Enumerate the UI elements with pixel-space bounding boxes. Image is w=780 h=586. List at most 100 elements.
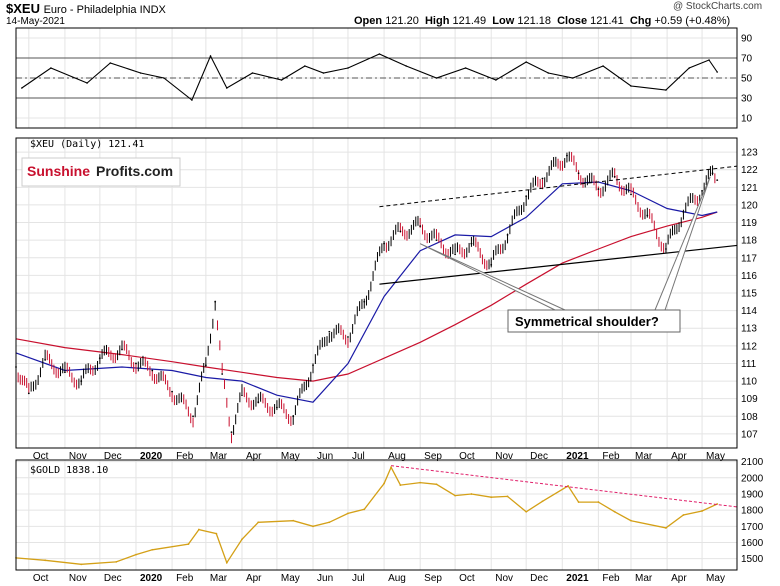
gold-point xyxy=(525,510,528,513)
gold-point xyxy=(597,501,600,503)
gold-point xyxy=(701,510,703,512)
price-point xyxy=(716,179,719,181)
panel-frame-main xyxy=(15,137,738,449)
main-x-tick-label: Jun xyxy=(317,451,333,462)
gold-y-tick-label: 1700 xyxy=(741,522,764,533)
price-point xyxy=(257,401,260,404)
indicator-point xyxy=(435,77,438,79)
main-x-tick-label: May xyxy=(281,451,300,462)
gold-x-tick-label: Dec xyxy=(104,573,122,584)
gold-point xyxy=(44,559,47,562)
gold-point xyxy=(490,496,493,499)
gold-x-tick-label: Feb xyxy=(602,573,620,584)
indicator-point xyxy=(322,72,325,74)
gold-point xyxy=(225,561,228,564)
gold-point xyxy=(115,561,118,563)
indicator-point xyxy=(630,85,632,87)
price-point xyxy=(435,239,438,242)
indicator-point xyxy=(163,77,165,79)
gold-point xyxy=(135,553,137,556)
gold-x-tick-label: Sep xyxy=(424,573,442,584)
main-y-tick-label: 121 xyxy=(741,183,758,194)
gold-line xyxy=(15,465,718,565)
lower-trendline xyxy=(379,244,738,285)
price-point xyxy=(646,214,649,217)
gold-y-tick-label: 2100 xyxy=(741,457,764,468)
main-y-tick-label: 107 xyxy=(741,429,758,440)
main-y-tick-label: 114 xyxy=(741,306,757,317)
price-point xyxy=(454,253,457,256)
gold-x-tick-label: Oct xyxy=(33,573,49,584)
price-point xyxy=(613,175,616,178)
price-point xyxy=(363,300,366,303)
main-x-tick-label: Apr xyxy=(246,451,262,462)
price-point xyxy=(682,211,685,213)
ticker-name: Euro - Philadelphia INDX xyxy=(43,4,166,16)
main-x-tick-label: May xyxy=(706,451,725,462)
price-point xyxy=(221,373,224,375)
gold-x-tick-label: Aug xyxy=(388,573,406,584)
indicator-point xyxy=(688,67,691,69)
gold-y-tick-label: 1600 xyxy=(741,538,764,549)
gold-x-tick-label: Feb xyxy=(176,573,194,584)
main-y-tick-label: 113 xyxy=(741,324,757,335)
main-x-tick-label: Nov xyxy=(495,451,513,462)
main-y-tick-label: 112 xyxy=(741,341,757,352)
indicator-point xyxy=(716,71,718,73)
gold-point xyxy=(215,532,218,535)
close-value: 121.41 xyxy=(590,15,624,27)
main-y-tick-label: 119 xyxy=(741,218,757,229)
indicator-y-tick-label: 50 xyxy=(741,74,753,85)
chg-value: +0.59 (+0.48%) xyxy=(654,15,731,27)
gold-x-tick-label: Jun xyxy=(317,573,333,584)
chg-label: Chg xyxy=(629,15,652,27)
gold-x-tick-label: Nov xyxy=(69,573,87,584)
gold-point xyxy=(541,500,544,503)
indicator-point xyxy=(602,65,604,67)
gold-x-tick-label: May xyxy=(281,573,300,584)
gold-x-tick-label: Mar xyxy=(210,573,228,584)
price-point xyxy=(328,330,331,333)
price-point xyxy=(597,188,600,190)
chart-date: 14-May-2021 xyxy=(6,16,65,27)
panel-frame-gold xyxy=(15,459,738,571)
indicator-point xyxy=(525,61,527,63)
indicator-y-tick-label: 90 xyxy=(741,34,753,45)
gold-point xyxy=(419,481,422,484)
gold-y-tick-label: 2000 xyxy=(741,473,764,484)
price-point xyxy=(383,242,385,245)
gold-point xyxy=(506,495,509,498)
ohlc-readout: Open 121.20 High 121.49 Low 121.18 Close… xyxy=(354,15,730,27)
gold-x-tick-label: Dec xyxy=(530,573,548,584)
main-y-tick-label: 111 xyxy=(741,359,757,370)
main-x-tick-label: Oct xyxy=(459,451,475,462)
price-point xyxy=(27,392,30,395)
price-point xyxy=(214,300,217,303)
main-x-tick-label: 2020 xyxy=(140,451,163,462)
upper-trendline xyxy=(379,165,738,208)
indicator-point xyxy=(280,79,283,81)
gold-point xyxy=(187,543,190,546)
indicator-point xyxy=(251,72,254,74)
logo-box xyxy=(21,157,181,187)
price-point xyxy=(135,362,137,365)
gold-x-tick-label: Apr xyxy=(246,573,262,584)
price-point xyxy=(204,364,207,367)
gold-point xyxy=(292,519,295,522)
indicator-point xyxy=(464,67,467,69)
price-point xyxy=(577,172,580,175)
price-point xyxy=(541,177,544,180)
gold-point xyxy=(454,494,457,497)
price-point xyxy=(121,348,123,351)
gold-point xyxy=(328,521,331,524)
indicator-point xyxy=(708,59,710,61)
price-point xyxy=(80,380,83,382)
watermark: @ StockCharts.com xyxy=(673,1,763,12)
panel-frame-ind xyxy=(15,27,738,129)
low-value: 121.18 xyxy=(517,15,551,27)
main-x-tick-label: 2021 xyxy=(566,451,589,462)
indicator-point xyxy=(495,79,497,81)
price-point xyxy=(506,233,509,236)
gold-x-tick-label: 2020 xyxy=(140,573,163,584)
